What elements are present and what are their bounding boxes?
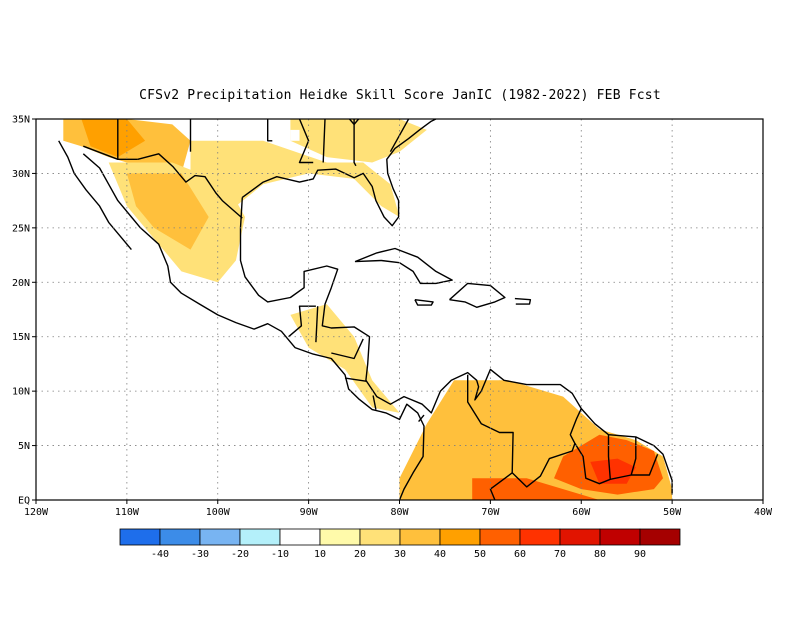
lon-label: 60W — [572, 507, 591, 518]
coastline-segment — [58, 140, 132, 251]
coastline-segment — [315, 306, 319, 343]
coastline-segment — [322, 118, 326, 163]
coastline-segment — [610, 436, 637, 480]
coastline-segment — [467, 374, 514, 501]
lon-label: 90W — [300, 507, 319, 518]
longitude-labels: 120W 110W 100W 90W 80W 70W 60W 50W 40W — [24, 500, 773, 518]
skill-region-gulf-coast — [290, 129, 300, 141]
skill-region-mexico-north-core — [126, 173, 209, 250]
coastline-segment — [353, 119, 357, 167]
coastline-layer — [58, 118, 673, 501]
lon-label: 70W — [481, 507, 500, 518]
lon-label: 110W — [115, 507, 140, 518]
coastline-segment — [348, 118, 360, 126]
lat-label: 15N — [12, 332, 30, 343]
lon-label: 100W — [206, 507, 231, 518]
lon-label: 80W — [390, 507, 409, 518]
lat-label: EQ — [18, 496, 30, 507]
skill-fill-layer — [63, 119, 673, 500]
lat-label: 35N — [12, 115, 30, 126]
skill-region-central-america — [290, 304, 400, 413]
coastline-segment — [354, 247, 453, 285]
coastline-segment — [574, 434, 611, 485]
lat-label: 25N — [12, 223, 30, 234]
coastline-segment — [288, 305, 316, 338]
coastline-segment — [414, 299, 434, 306]
lon-label: 40W — [754, 507, 773, 518]
lat-label: 30N — [12, 169, 30, 180]
skill-region-amazon-north — [472, 478, 600, 500]
skill-region-us-southwest-core — [81, 119, 146, 158]
coastline-segment — [372, 395, 377, 410]
map-title: CFSv2 Precipitation Heidke Skill Score J… — [139, 88, 661, 103]
coastline-segment — [631, 454, 659, 476]
lat-label: 10N — [12, 387, 30, 398]
coastline-segment — [239, 197, 673, 495]
coastline-segment — [267, 119, 273, 142]
coastline-segment — [137, 153, 243, 219]
lat-label: 20N — [12, 278, 30, 289]
coastline-segment — [298, 118, 314, 164]
skill-region-tehuantepec — [263, 309, 282, 328]
coastline-segment — [511, 408, 582, 488]
coastline-segment — [344, 377, 367, 382]
coastline-segment — [389, 118, 410, 153]
coastline-segment — [514, 297, 532, 305]
lat-label: 5N — [18, 441, 30, 452]
coastline-segment — [331, 338, 364, 360]
lon-label: 50W — [663, 507, 682, 518]
skill-region-guyana-core — [590, 458, 636, 484]
coastline-segment — [418, 414, 425, 423]
skill-map: 35N 30N 25N 20N 15N 10N 5N EQ 120W 110W 100W 90W 80… — [12, 115, 773, 519]
gridlines — [36, 119, 763, 500]
lon-label: 120W — [24, 507, 49, 518]
coastline-segment — [449, 282, 506, 308]
latitude-labels: 35N 30N 25N 20N 15N 10N 5N EQ — [12, 115, 36, 507]
coastline-segment — [82, 153, 425, 501]
skill-region-venezuela-west — [463, 380, 536, 435]
